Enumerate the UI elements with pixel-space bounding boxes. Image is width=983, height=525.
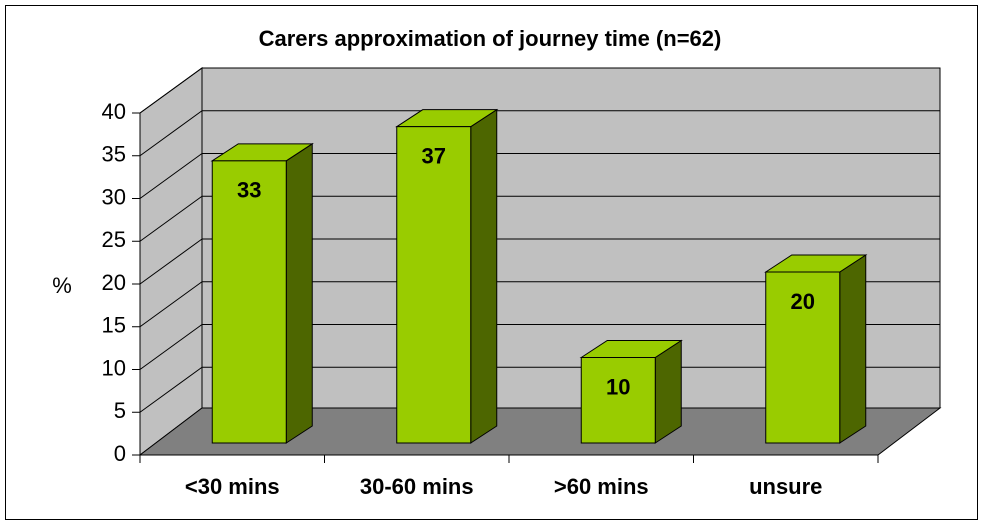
y-tick-label: 25: [102, 227, 126, 252]
grid-line: [139, 153, 203, 199]
bar-side: [285, 142, 313, 444]
grid-line: [139, 366, 203, 413]
bar: [211, 160, 287, 444]
grid-line: [139, 281, 203, 328]
y-tick-label: 20: [102, 270, 126, 295]
data-label: 10: [606, 374, 630, 399]
bar: [765, 271, 841, 444]
bar-side: [654, 339, 682, 444]
y-tick-label: 0: [114, 441, 126, 466]
bar-side: [839, 254, 867, 444]
grid-line: [139, 110, 203, 157]
data-label: 33: [237, 178, 261, 203]
grid-line: [139, 195, 203, 242]
x-tick-label: >60 mins: [554, 474, 649, 499]
y-tick-label: 40: [102, 99, 126, 124]
bar: [396, 126, 472, 444]
data-label: 37: [422, 143, 446, 168]
chart-title: Carers approximation of journey time (n=…: [259, 26, 722, 51]
y-tick-label: 15: [102, 313, 126, 338]
bar: [580, 357, 656, 444]
grid-line: [139, 238, 203, 285]
y-tick-label: 30: [102, 184, 126, 209]
x-tick-label: 30-60 mins: [360, 474, 474, 499]
y-tick-label: 35: [102, 142, 126, 167]
x-tick-label: unsure: [749, 474, 822, 499]
y-tick-label: 10: [102, 355, 126, 380]
y-axis-label: %: [52, 273, 72, 298]
bar-side: [470, 108, 498, 444]
grid-line: [139, 324, 203, 370]
data-label: 20: [791, 289, 815, 314]
y-tick-label: 5: [114, 398, 126, 423]
x-tick-label: <30 mins: [185, 474, 280, 499]
grid-line: [139, 67, 203, 114]
